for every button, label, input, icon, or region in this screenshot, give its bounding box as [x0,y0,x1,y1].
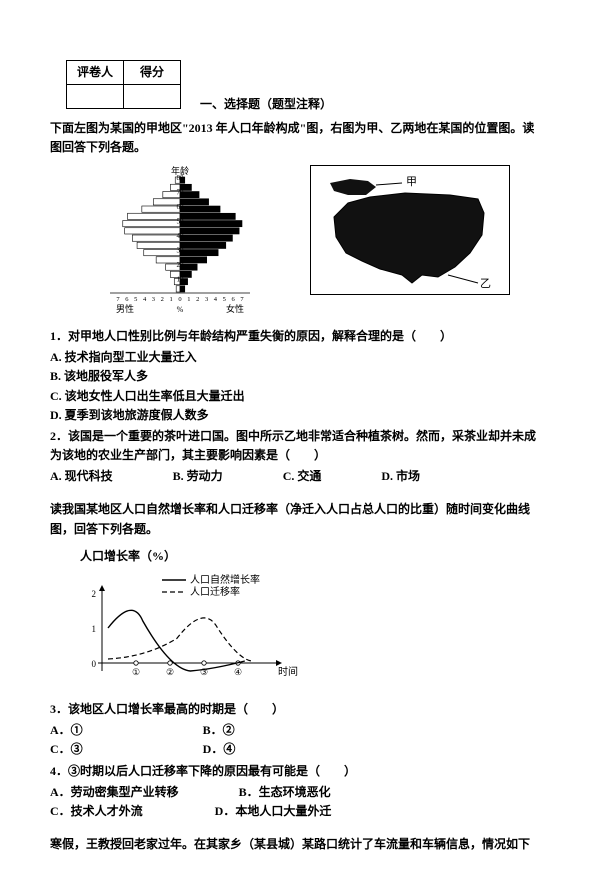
svg-text:男性: 男性 [116,303,134,314]
intro2: 读我国某地区人口自然增长率和人口迁移率（净迁入人口占总人口的比重）随时间变化曲线… [50,500,545,538]
svg-text:7: 7 [240,296,244,303]
svg-text:%: % [177,305,184,314]
svg-text:2: 2 [161,296,164,303]
q1-a: A. 技术指向型工业大量迁入 [50,348,545,367]
q2-d: D. 市场 [381,467,420,486]
svg-text:80: 80 [177,174,185,182]
svg-text:1: 1 [92,624,97,634]
q3-d: D．④ [203,740,236,759]
svg-text:2: 2 [92,589,97,599]
svg-text:④: ④ [234,667,242,677]
figure-row-1: 年龄8070605040302010765432101234567男性%女性 甲… [90,165,545,315]
q4-c: C．技术人才外流 [50,802,143,821]
svg-text:6: 6 [125,296,129,303]
svg-text:0: 0 [92,659,97,669]
svg-text:7: 7 [116,296,120,303]
svg-text:3: 3 [205,296,208,303]
q3-c: C．③ [50,740,83,759]
q1-stem: 1．对甲地人口性别比例与年龄结构严重失衡的原因，解释合理的是（ ） [50,327,545,346]
svg-text:4: 4 [214,296,218,303]
svg-text:6: 6 [232,296,236,303]
q3-b: B．② [203,721,235,740]
q3-row2: C．③ D．④ [50,740,545,759]
svg-text:0: 0 [178,296,181,303]
svg-text:20: 20 [177,261,185,269]
q4-stem: 4．③时期以后人口迁移率下降的原因最有可能是（ ） [50,762,545,781]
svg-text:①: ① [132,667,140,677]
svg-text:1: 1 [170,296,173,303]
svg-text:60: 60 [177,203,185,211]
q2-a: A. 现代科技 [50,467,113,486]
svg-text:甲: 甲 [406,176,417,188]
svg-text:2: 2 [196,296,199,303]
svg-text:②: ② [166,667,174,677]
svg-text:40: 40 [177,232,185,240]
chart2-block: 人口增长率（%） 210①②③④时间人口自然增长率人口迁移率 [80,547,545,688]
q2-stem: 2．该国是一个重要的茶叶进口国。图中所示乙地非常适合种植茶树。然而，采茶业却并未… [50,427,545,465]
q3-a: A．① [50,721,83,740]
q3-row1: A．① B．② [50,721,545,740]
header-col1: 评卷人 [67,61,124,85]
svg-text:5: 5 [223,296,226,303]
growth-rate-chart: 210①②③④时间人口自然增长率人口迁移率 [80,568,300,688]
q2-options: A. 现代科技 B. 劳动力 C. 交通 D. 市场 [50,467,545,486]
svg-text:人口迁移率: 人口迁移率 [190,585,240,598]
svg-text:4: 4 [143,296,147,303]
q4-a: A．劳动密集型产业转移 [50,783,179,802]
country-map: 甲乙 [310,165,510,295]
svg-text:女性: 女性 [226,303,244,314]
header-blank2 [124,85,181,109]
q2-b: B. 劳动力 [173,467,223,486]
intro1: 下面左图为某国的甲地区"2013 年人口年龄构成"图，右图为甲、乙两地在某国的位… [50,119,545,157]
q1-c: C. 该地女性人口出生率低且大量迁出 [50,387,545,406]
svg-text:乙: 乙 [480,277,491,290]
q1-d: D. 夏季到该地旅游度假人数多 [50,406,545,425]
q1-b: B. 该地服役军人多 [50,367,545,386]
svg-text:1: 1 [187,296,190,303]
header-col2: 得分 [124,61,181,85]
q2-c: C. 交通 [283,467,322,486]
intro3: 寒假，王教授回老家过年。在其家乡（某县城）某路口统计了车流量和车辆信息，情况如下 [50,835,545,854]
q4-b: B．生态环境恶化 [239,783,331,802]
svg-text:时间: 时间 [278,665,298,678]
section-title: 一、选择题（题型注释） [200,95,545,114]
svg-text:10: 10 [177,275,185,283]
q4-row2: C．技术人才外流 D．本地人口大量外迁 [50,802,545,821]
header-blank1 [67,85,124,109]
q4-row1: A．劳动密集型产业转移 B．生态环境恶化 [50,783,545,802]
population-pyramid-chart: 年龄8070605040302010765432101234567男性%女性 [90,165,270,315]
svg-text:5: 5 [134,296,137,303]
q3-stem: 3．该地区人口增长率最高的时期是（ ） [50,700,545,719]
svg-text:人口自然增长率: 人口自然增长率 [190,573,260,586]
header-table: 评卷人 得分 [66,60,181,109]
svg-text:3: 3 [152,296,155,303]
svg-text:50: 50 [177,217,185,225]
q4-d: D．本地人口大量外迁 [215,802,332,821]
chart2-title: 人口增长率（%） [80,547,545,566]
svg-text:30: 30 [177,246,185,254]
svg-text:70: 70 [177,188,185,196]
